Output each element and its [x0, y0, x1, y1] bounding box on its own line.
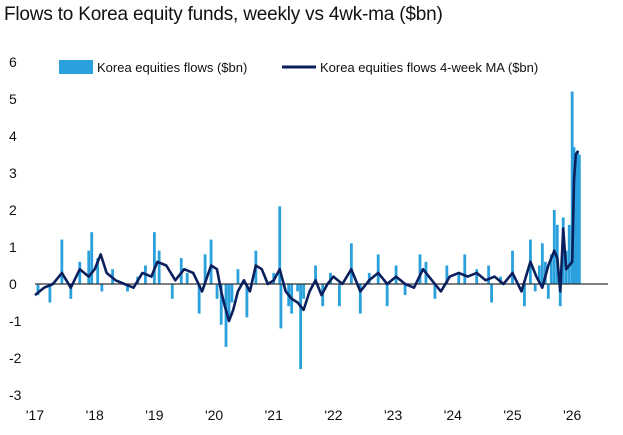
- weekly-flow-bars: [36, 91, 581, 370]
- x-tick-labels: '17 '18 '19 '20 '21 '22 '23 '24 '25 '26: [26, 407, 582, 423]
- weekly-flow-bar: [60, 239, 64, 284]
- y-tick-label: -1: [9, 313, 22, 329]
- x-tick-label: '25: [503, 407, 521, 423]
- weekly-flow-bar: [367, 272, 371, 284]
- weekly-flow-bar: [540, 243, 544, 284]
- weekly-flow-bar: [457, 272, 461, 284]
- y-tick-label: 6: [9, 54, 17, 70]
- weekly-flow-bar: [279, 284, 283, 329]
- weekly-flow-bar: [567, 224, 571, 284]
- weekly-flow-bar: [558, 284, 562, 307]
- weekly-flow-bar: [314, 265, 317, 284]
- weekly-flow-bar: [463, 254, 467, 284]
- weekly-flow-bar: [152, 232, 156, 284]
- weekly-flow-bar: [555, 224, 559, 284]
- x-tick-label: '19: [145, 407, 163, 423]
- weekly-flow-bar: [236, 269, 240, 284]
- weekly-flow-bar: [577, 154, 581, 284]
- y-tick-label: 1: [9, 239, 17, 255]
- weekly-flow-bar: [475, 269, 479, 284]
- legend-swatch-weekly: [59, 60, 93, 74]
- weekly-flow-bar: [445, 265, 449, 284]
- y-tick-label: -2: [9, 350, 22, 366]
- y-tick-label: -3: [9, 387, 22, 403]
- weekly-flow-bar: [376, 254, 380, 284]
- x-tick-label: '18: [86, 407, 104, 423]
- weekly-flow-bar: [215, 284, 219, 299]
- weekly-flow-bar: [299, 284, 303, 370]
- chart-title: Flows to Korea equity funds, weekly vs 4…: [4, 4, 443, 25]
- x-tick-label: '26: [563, 407, 581, 423]
- y-tick-label: 5: [9, 91, 17, 107]
- weekly-flow-bar: [230, 284, 234, 303]
- weekly-flow-bar: [224, 284, 228, 347]
- y-tick-label: 2: [9, 202, 17, 218]
- weekly-flow-bar: [48, 284, 52, 303]
- weekly-flow-bar: [69, 284, 73, 299]
- y-tick-labels: 6 5 4 3 2 1 0 -1 -2 -3: [9, 54, 22, 403]
- weekly-flow-bar: [302, 284, 305, 299]
- weekly-flow-bar: [403, 284, 407, 296]
- weekly-flow-bar: [358, 284, 362, 314]
- weekly-flow-bar: [245, 284, 249, 318]
- weekly-flow-bar: [533, 284, 537, 292]
- weekly-flow-bar: [570, 91, 574, 284]
- y-tick-label: 3: [9, 165, 17, 181]
- weekly-flow-bar: [394, 265, 398, 284]
- weekly-flow-bar: [511, 250, 514, 284]
- weekly-flow-bar: [349, 243, 353, 284]
- weekly-flow-bar: [100, 284, 104, 292]
- weekly-flow-bar: [227, 284, 231, 321]
- weekly-flow-bar: [90, 232, 94, 284]
- weekly-flow-bar: [87, 250, 91, 284]
- weekly-flow-bar: [197, 284, 201, 314]
- weekly-flow-bar: [549, 254, 553, 284]
- weekly-flow-bar: [170, 284, 174, 299]
- x-tick-label: '21: [265, 407, 283, 423]
- weekly-flow-bar: [78, 261, 82, 284]
- weekly-flow-bar: [278, 206, 282, 284]
- weekly-flow-bar: [385, 284, 389, 307]
- weekly-flow-bar: [552, 210, 556, 284]
- x-tick-label: '23: [384, 407, 402, 423]
- weekly-flow-bar: [574, 158, 578, 284]
- weekly-flow-bar: [203, 254, 207, 284]
- x-tick-label: '20: [205, 407, 223, 423]
- weekly-flow-bar: [487, 265, 491, 284]
- x-tick-label: '22: [324, 407, 342, 423]
- ma-series-line: [34, 150, 580, 323]
- weekly-flow-bar: [523, 284, 526, 307]
- weekly-flow-bar: [418, 254, 422, 284]
- y-tick-label: 0: [9, 276, 17, 292]
- weekly-flow-bar: [576, 150, 579, 284]
- weekly-flow-bar: [36, 284, 40, 296]
- y-tick-label: 4: [9, 128, 17, 144]
- weekly-flow-bar: [490, 284, 494, 303]
- weekly-flow-bar: [296, 284, 300, 292]
- x-tick-label: '24: [444, 407, 462, 423]
- weekly-flow-bar: [546, 284, 550, 299]
- legend-label-weekly: Korea equities flows ($bn): [97, 60, 247, 75]
- weekly-flow-bar: [209, 239, 213, 284]
- weekly-flow-bar: [126, 284, 129, 292]
- x-tick-label: '17: [26, 407, 44, 423]
- weekly-flow-bar: [537, 265, 541, 284]
- weekly-flow-bar: [157, 250, 161, 284]
- weekly-flow-bar: [433, 284, 437, 299]
- weekly-flow-bar: [185, 272, 189, 284]
- legend-label-ma: Korea equities flows 4-week MA ($bn): [320, 60, 538, 75]
- weekly-flow-bar: [338, 284, 341, 307]
- weekly-flow-bar: [96, 258, 100, 284]
- legend: Korea equities flows ($bn) Korea equitie…: [59, 60, 538, 75]
- weekly-flow-bar: [219, 284, 223, 325]
